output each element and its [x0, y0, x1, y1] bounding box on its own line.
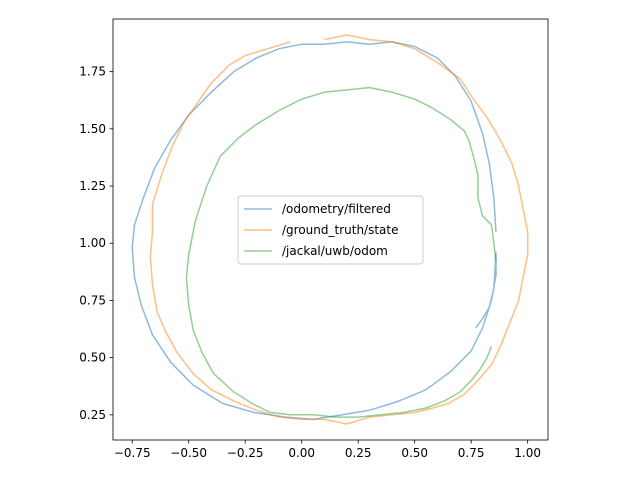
y-tick-label: 1.00: [79, 236, 106, 250]
legend-box: [237, 195, 424, 265]
x-tick-label: 0.00: [288, 446, 315, 460]
x-tick-label: 0.50: [401, 446, 428, 460]
y-axis: 0.25 0.50 0.75 1.00 1.25 1.50 1.75: [79, 65, 113, 422]
legend: /odometry/filtered/ground_truth/state/ja…: [237, 195, 424, 265]
x-tick-label: 1.00: [514, 446, 541, 460]
x-tick-label: −0.50: [170, 446, 207, 460]
series-layer: [131, 34, 529, 425]
x-tick-label: 0.75: [458, 446, 485, 460]
series-line-0: [131, 41, 497, 421]
x-tick-label: −0.25: [227, 446, 264, 460]
plot-frame: [112, 18, 549, 441]
y-tick-label: 1.25: [79, 179, 106, 193]
series-line-2: [185, 86, 497, 418]
y-tick-label: 1.50: [79, 122, 106, 136]
y-tick-label: 0.25: [79, 408, 106, 422]
x-axis: −0.75 −0.50 −0.25 0.00 0.25 0.50 0.75 1.00: [114, 440, 541, 460]
y-tick-label: 0.75: [79, 293, 106, 307]
series-line-1: [149, 34, 529, 425]
x-tick-label: 0.25: [345, 446, 372, 460]
y-tick-label: 0.50: [79, 351, 106, 365]
legend-label: /odometry/filtered: [282, 202, 391, 216]
legend-label: /jackal/uwb/odom: [282, 244, 388, 258]
x-tick-label: −0.75: [114, 446, 151, 460]
y-tick-label: 1.75: [79, 65, 106, 79]
legend-label: /ground_truth/state: [282, 223, 399, 237]
